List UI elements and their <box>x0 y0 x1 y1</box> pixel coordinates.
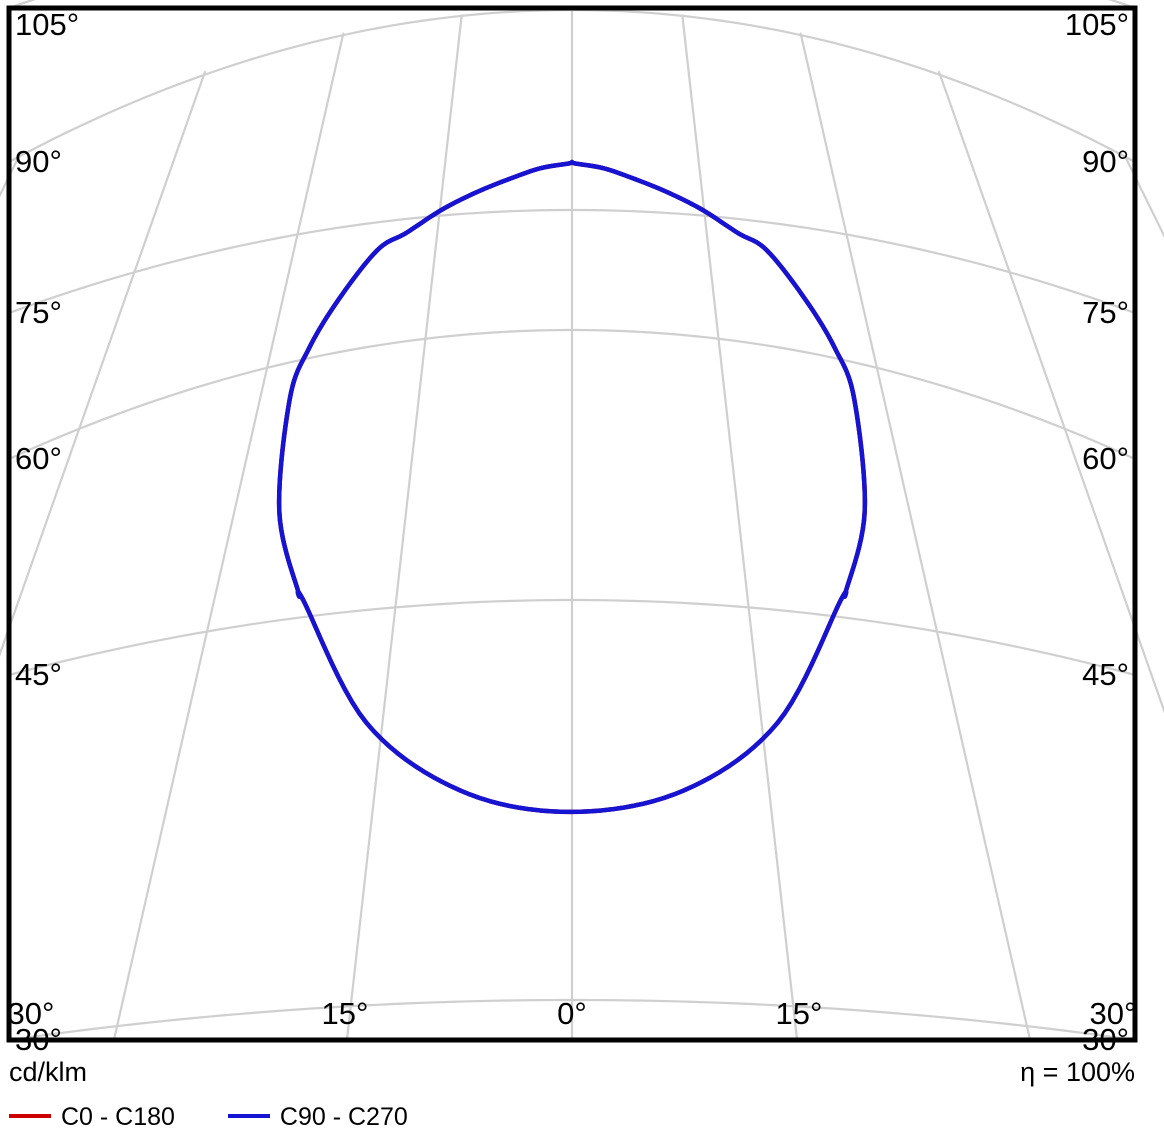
svg-text:30°: 30° <box>8 996 55 1031</box>
svg-text:60°: 60° <box>1082 441 1129 476</box>
svg-text:75°: 75° <box>1082 295 1129 330</box>
svg-text:75°: 75° <box>15 295 62 330</box>
svg-text:45°: 45° <box>1082 657 1129 692</box>
svg-text:0°: 0° <box>557 996 587 1031</box>
svg-text:90°: 90° <box>15 144 62 179</box>
svg-text:105°: 105° <box>15 7 79 42</box>
svg-text:15°: 15° <box>776 996 823 1031</box>
svg-text:15°: 15° <box>322 996 369 1031</box>
svg-text:45°: 45° <box>15 657 62 692</box>
svg-text:90°: 90° <box>1082 144 1129 179</box>
svg-text:105°: 105° <box>1065 7 1129 42</box>
svg-text:60°: 60° <box>15 441 62 476</box>
svg-text:30°: 30° <box>1090 996 1137 1031</box>
